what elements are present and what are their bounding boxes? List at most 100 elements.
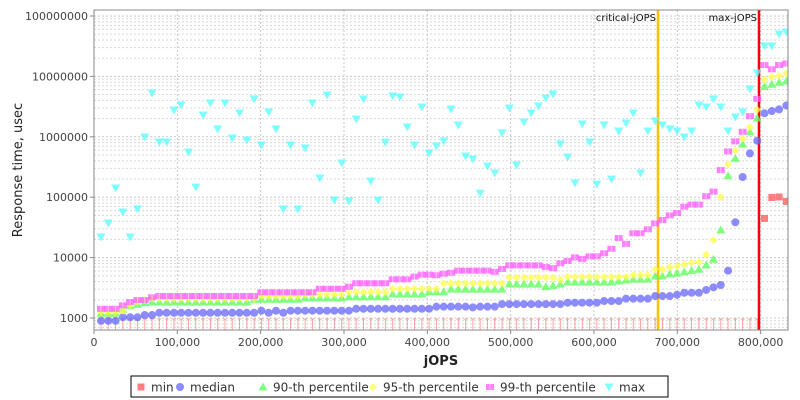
point-max <box>227 134 237 143</box>
point-max <box>111 184 121 193</box>
point-max <box>103 219 113 228</box>
point-99-th-percentile <box>490 268 499 275</box>
point-min <box>761 214 769 222</box>
point-99-th-percentile <box>111 305 120 312</box>
point-95-th-percentile <box>527 273 536 282</box>
point-max <box>431 142 441 151</box>
point-95-th-percentile <box>352 287 361 296</box>
point-99-th-percentile <box>592 253 601 260</box>
point-median <box>104 316 113 325</box>
point-95-th-percentile <box>556 275 565 284</box>
x-tick-label: 0 <box>91 336 98 349</box>
point-99-th-percentile <box>366 280 375 287</box>
point-median <box>286 306 295 315</box>
point-99-th-percentile <box>687 201 696 208</box>
point-95-th-percentile <box>388 284 397 293</box>
point-max <box>468 155 478 164</box>
point-max <box>694 101 704 110</box>
point-95-th-percentile <box>468 279 477 288</box>
point-99-th-percentile <box>446 269 455 276</box>
point-90-th-percentile <box>585 277 595 286</box>
point-max <box>235 109 245 118</box>
point-90-th-percentile <box>475 284 485 293</box>
point-95-th-percentile <box>745 123 754 132</box>
point-99-th-percentile <box>242 293 251 300</box>
point-99-th-percentile <box>250 293 259 300</box>
point-max <box>388 92 398 101</box>
point-99-th-percentile <box>512 262 521 269</box>
point-max <box>198 111 208 120</box>
point-99-th-percentile <box>651 220 660 227</box>
legend-label-99-th-percentile: 99-th percentile <box>500 381 596 395</box>
point-99-th-percentile <box>228 293 237 300</box>
point-90-th-percentile <box>533 279 543 288</box>
point-median <box>614 297 623 306</box>
point-max <box>504 104 514 113</box>
legend-label-min: min <box>151 381 174 395</box>
point-90-th-percentile <box>708 254 718 263</box>
point-max <box>781 28 788 37</box>
point-max <box>395 93 405 102</box>
point-95-th-percentile <box>680 260 689 269</box>
point-95-th-percentile <box>570 272 579 281</box>
point-90-th-percentile <box>672 268 682 277</box>
point-median <box>96 316 105 325</box>
point-99-th-percentile <box>133 297 142 304</box>
point-99-th-percentile <box>199 293 208 300</box>
point-99-th-percentile <box>745 113 754 120</box>
point-99-th-percentile <box>505 262 514 269</box>
point-99-th-percentile <box>417 271 426 278</box>
point-99-th-percentile <box>271 289 280 296</box>
point-95-th-percentile <box>439 279 448 288</box>
point-median <box>228 308 237 317</box>
point-median <box>461 302 470 311</box>
point-median <box>308 306 317 315</box>
point-90-th-percentile <box>665 269 675 278</box>
x-axis-ticks: 0 100,000 200,000 300,000 400,000 500,000 600,… <box>91 330 783 349</box>
point-99-th-percentile <box>658 216 667 223</box>
point-max <box>643 127 653 136</box>
point-max <box>176 101 186 110</box>
point-median <box>578 298 587 307</box>
point-max <box>249 95 259 104</box>
point-99-th-percentile <box>694 201 703 208</box>
point-90-th-percentile <box>760 82 770 91</box>
point-95-th-percentile <box>519 273 528 282</box>
point-median <box>148 311 157 320</box>
point-95-th-percentile <box>315 290 324 299</box>
point-median <box>636 294 645 303</box>
point-99-th-percentile <box>680 203 689 210</box>
point-median <box>643 294 652 303</box>
point-median <box>570 298 579 307</box>
point-99-th-percentile <box>643 226 652 233</box>
point-median <box>534 300 543 309</box>
point-max <box>380 138 390 147</box>
point-90-th-percentile <box>563 277 573 286</box>
point-95-th-percentile <box>658 265 667 274</box>
point-median <box>454 302 463 311</box>
point-median <box>505 300 514 309</box>
y-tick-label: 1000 <box>60 312 88 325</box>
point-90-th-percentile <box>526 279 536 288</box>
point-95-th-percentile <box>702 250 711 259</box>
point-max <box>482 162 492 171</box>
point-90-th-percentile <box>657 271 667 280</box>
point-99-th-percentile <box>563 257 572 264</box>
point-99-th-percentile <box>556 260 565 267</box>
point-99-th-percentile <box>454 267 463 274</box>
point-median <box>563 298 572 307</box>
point-99-th-percentile <box>301 289 310 296</box>
point-min <box>768 193 776 201</box>
point-median <box>133 313 142 322</box>
point-max <box>344 197 354 206</box>
point-max <box>745 85 755 94</box>
y-tick-label: 10000 <box>53 252 88 265</box>
point-99-th-percentile <box>344 283 353 290</box>
point-median <box>651 292 660 301</box>
point-median <box>738 172 747 181</box>
point-95-th-percentile <box>614 272 623 281</box>
point-99-th-percentile <box>155 293 164 300</box>
point-median <box>745 149 754 158</box>
point-median <box>673 290 682 299</box>
point-90-th-percentile <box>366 292 376 301</box>
